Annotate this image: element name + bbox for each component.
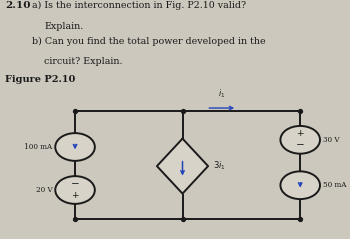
Polygon shape: [157, 139, 208, 194]
Circle shape: [280, 126, 320, 154]
Text: circuit? Explain.: circuit? Explain.: [44, 57, 123, 66]
Text: 30 V: 30 V: [323, 136, 339, 144]
Text: 2.10: 2.10: [5, 1, 30, 10]
Text: 20 V: 20 V: [36, 186, 52, 194]
Circle shape: [55, 176, 95, 204]
Text: $3i_1$: $3i_1$: [213, 160, 226, 172]
Text: −: −: [296, 140, 304, 150]
Text: −: −: [71, 179, 79, 189]
Text: a) Is the interconnection in Fig. P2.10 valid?: a) Is the interconnection in Fig. P2.10 …: [33, 1, 246, 10]
Text: $i_1$: $i_1$: [218, 88, 225, 100]
Text: +: +: [71, 191, 79, 200]
Text: 50 mA: 50 mA: [323, 181, 346, 189]
Text: +: +: [296, 130, 304, 138]
Text: Figure P2.10: Figure P2.10: [5, 75, 76, 84]
Text: Explain.: Explain.: [44, 22, 84, 31]
Circle shape: [280, 171, 320, 199]
Text: b) Can you find the total power developed in the: b) Can you find the total power develope…: [33, 37, 266, 46]
Text: 100 mA: 100 mA: [24, 143, 52, 151]
Circle shape: [55, 133, 95, 161]
